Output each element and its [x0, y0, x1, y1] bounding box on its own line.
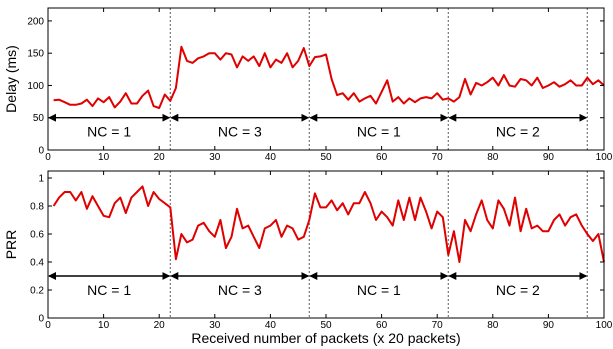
prr-segment-label-2: NC = 1 [357, 282, 401, 298]
delay-y-tick-label-4: 200 [27, 16, 44, 27]
prr-y-tick-label-2: 0.4 [30, 258, 44, 269]
delay-segment-label-3: NC = 2 [496, 124, 540, 140]
delay-y-tick-label-3: 150 [27, 49, 44, 60]
delay-segment-label-1: NC = 3 [218, 124, 262, 140]
delay-x-tick-label-6: 60 [376, 152, 388, 163]
prr-x-tick-label-8: 80 [487, 320, 499, 331]
prr-y-tick-label-5: 1 [38, 174, 44, 185]
delay-y-tick-label-2: 100 [27, 81, 44, 92]
prr-x-tick-label-4: 40 [265, 320, 277, 331]
delay-panel: NC = 1 NC = 3 NC = 1 NC = 2 0 10 20 30 40 50 60 70… [3, 7, 613, 163]
prr-y-tick-label-4: 0.8 [30, 202, 44, 213]
prr-x-tick-label-0: 0 [45, 320, 51, 331]
delay-x-tick-label-7: 70 [432, 152, 444, 163]
prr-segment-label-1: NC = 3 [218, 282, 262, 298]
delay-y-axis-label: Delay (ms) [3, 45, 19, 113]
delay-x-tick-label-1: 10 [98, 152, 110, 163]
prr-y-axis-label: PRR [3, 230, 19, 260]
delay-nc-arrows: NC = 1 NC = 3 NC = 1 NC = 2 [48, 113, 588, 140]
delay-x-tick-label-5: 50 [320, 152, 332, 163]
prr-y-tick-label-3: 0.6 [30, 230, 44, 241]
prr-x-tick-label-2: 20 [154, 320, 166, 331]
prr-y-tick-label-1: 0.2 [30, 286, 44, 297]
delay-x-tick-label-2: 20 [154, 152, 166, 163]
delay-series [53, 45, 605, 109]
prr-segment-label-3: NC = 2 [496, 282, 540, 298]
prr-series [52, 185, 605, 263]
prr-divider-lines [169, 171, 588, 318]
delay-segment-label-2: NC = 1 [357, 124, 401, 140]
prr-x-axis-label: Received number of packets (x 20 packets… [191, 330, 460, 346]
prr-x-tick-label-9: 90 [543, 320, 555, 331]
prr-x-tick-label-5: 50 [320, 320, 332, 331]
prr-series-line-0 [52, 185, 605, 263]
prr-axis-ticks: 0 10 20 30 40 50 60 70 80 90 100 0 0.2 0.4 0.6 0.8 1 [30, 171, 613, 331]
delay-segment-label-0: NC = 1 [87, 124, 131, 140]
delay-x-tick-label-10: 100 [596, 152, 613, 163]
prr-nc-arrows: NC = 1 NC = 3 NC = 1 NC = 2 [48, 272, 588, 298]
prr-x-tick-label-6: 60 [376, 320, 388, 331]
delay-series-line-0 [53, 45, 605, 109]
prr-segment-label-0: NC = 1 [87, 282, 131, 298]
prr-x-tick-label-10: 100 [596, 320, 613, 331]
delay-axis-ticks: 0 10 20 30 40 50 60 70 80 90 100 0 50 100 150 200 [27, 8, 613, 163]
delay-x-tick-label-3: 30 [209, 152, 221, 163]
prr-panel: NC = 1 NC = 3 NC = 1 NC = 2 0 10 20 30 40 50 60 70… [3, 170, 613, 346]
delay-x-tick-label-8: 80 [487, 152, 499, 163]
prr-x-tick-label-3: 30 [209, 320, 221, 331]
prr-y-tick-label-0: 0 [38, 314, 44, 325]
delay-y-tick-label-0: 0 [38, 146, 44, 157]
delay-x-tick-label-0: 0 [45, 152, 51, 163]
delay-x-tick-label-9: 90 [543, 152, 555, 163]
prr-x-tick-label-7: 70 [432, 320, 444, 331]
delay-x-tick-label-4: 40 [265, 152, 277, 163]
delay-y-tick-label-1: 50 [33, 113, 45, 124]
prr-x-tick-label-1: 10 [98, 320, 110, 331]
